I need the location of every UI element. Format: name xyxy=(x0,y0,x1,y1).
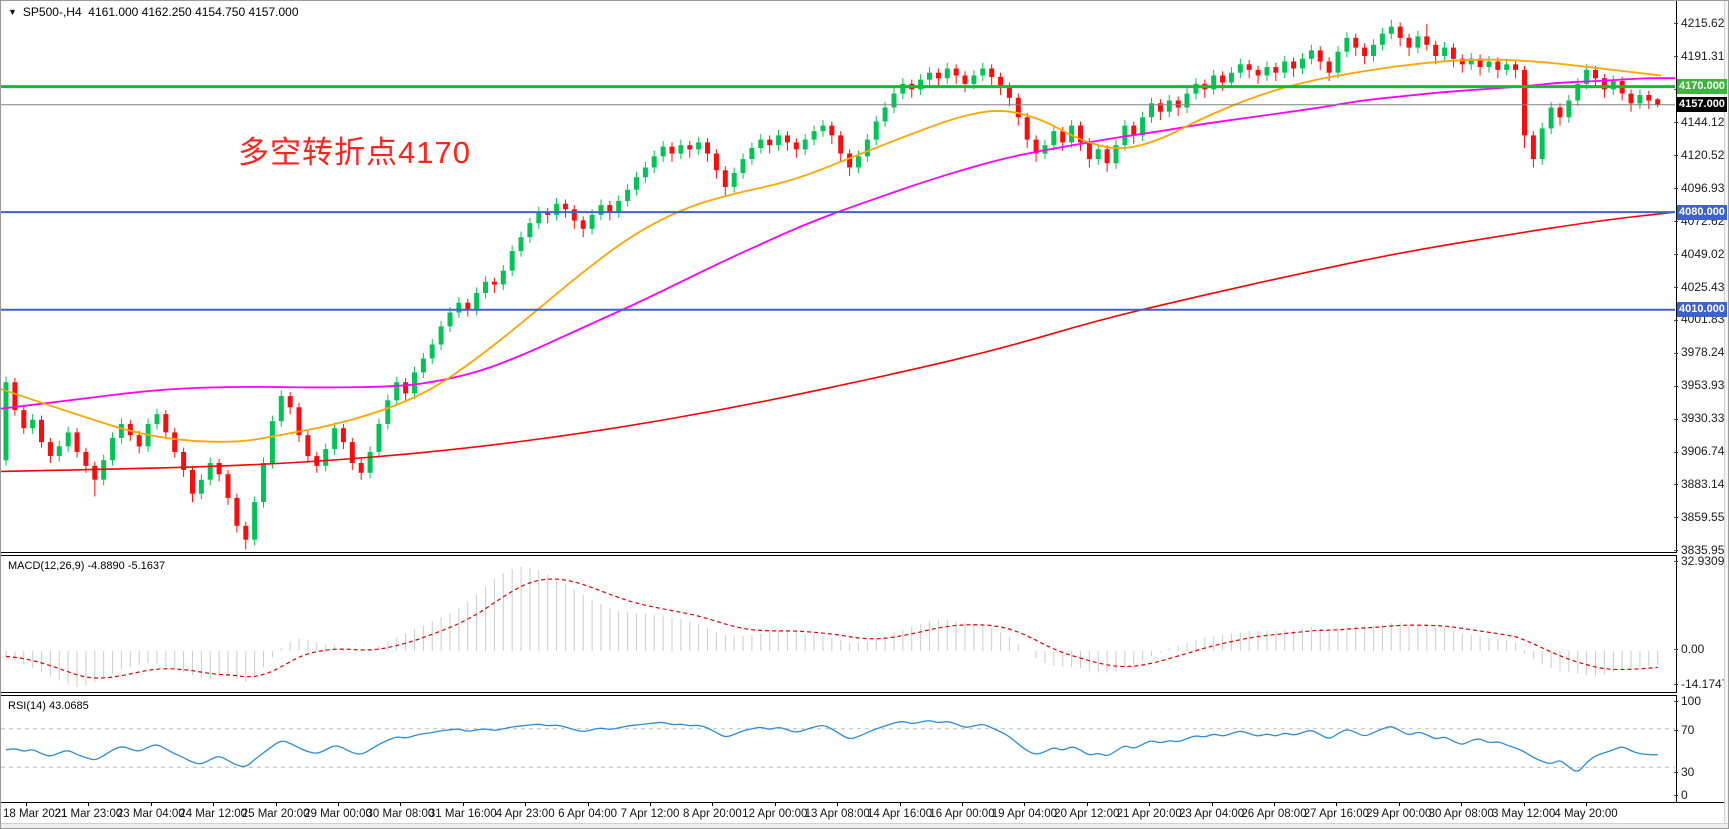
time-label: 7 Apr 12:00 xyxy=(620,808,680,820)
price-tick-label: 4191.310 xyxy=(1674,49,1728,63)
price-tick-label: 3978.240 xyxy=(1674,345,1728,359)
symbol-label: SP500-,H4 xyxy=(22,5,82,19)
time-label: 30 Apr 08:00 xyxy=(1428,808,1494,820)
time-label: 26 Apr 08:00 xyxy=(1241,808,1307,820)
time-tick xyxy=(1586,803,1587,806)
price-badge-4010: 4010.000 xyxy=(1677,302,1727,318)
time-label: 27 Apr 16:00 xyxy=(1303,808,1370,820)
time-label: 23 Mar 04:00 xyxy=(116,808,185,820)
price-tick-label: 4096.930 xyxy=(1674,181,1728,195)
time-label: 23 Apr 04:00 xyxy=(1178,808,1245,820)
bottom-scroll-area[interactable] xyxy=(1,823,1728,828)
time-label: 18 Mar 2021 xyxy=(3,808,68,820)
price-tick-label: 4215.620 xyxy=(1674,16,1728,30)
time-axis[interactable]: 18 Mar 2021 21 Mar 23:00 23 Mar 04:00 24 Ma… xyxy=(1,802,1728,824)
macd-label: MACD(12,26,9) -4.8890 -5.1637 xyxy=(8,560,166,572)
time-label: 29 Mar 00:00 xyxy=(304,808,372,820)
rsi-tick-label: 30 xyxy=(1674,765,1694,779)
time-tick xyxy=(275,803,277,806)
time-tick xyxy=(1274,803,1275,806)
price-badge-4170: 4170.000 xyxy=(1677,79,1727,95)
rsi-canvas[interactable] xyxy=(1,696,1675,802)
rsi-panel: RSI(14) 43.0685 xyxy=(1,695,1677,803)
price-tick-label: 4025.430 xyxy=(1674,280,1728,294)
price-tick-label: 3930.335 xyxy=(1674,411,1728,425)
ohlc-values: 4161.000 4162.250 4154.750 4157.000 xyxy=(88,5,299,19)
time-tick xyxy=(712,803,714,806)
right-window-edge xyxy=(1724,1,1728,823)
time-label: 4 Apr 23:00 xyxy=(495,808,555,820)
macd-tick-label: 32.9309 xyxy=(1674,554,1724,568)
time-tick xyxy=(899,803,901,806)
macd-tick-label: -14.1747 xyxy=(1674,677,1728,691)
time-tick xyxy=(338,803,339,806)
price-tick-label: 3906.740 xyxy=(1674,444,1728,458)
time-label: 19 Apr 04:00 xyxy=(991,808,1058,820)
price-tick-label: 3953.930 xyxy=(1674,378,1728,392)
time-tick xyxy=(587,803,589,806)
time-tick xyxy=(1461,803,1463,806)
time-label: 29 Apr 00:00 xyxy=(1366,808,1432,820)
rsi-tick-label: 0 xyxy=(1674,788,1688,802)
macd-panel: MACD(12,26,9) -4.8890 -5.1637 xyxy=(1,555,1677,693)
price-tick-label: 4120.525 xyxy=(1674,148,1728,162)
time-tick xyxy=(1336,803,1338,806)
time-tick xyxy=(650,803,651,806)
time-label: 30 Mar 08:00 xyxy=(366,808,435,820)
time-label: 21 Mar 23:00 xyxy=(54,808,123,820)
time-tick xyxy=(213,803,215,806)
time-label: 8 Apr 20:00 xyxy=(682,808,742,820)
time-label: 6 Apr 04:00 xyxy=(558,808,618,820)
price-badge-4157: 4157.000 xyxy=(1677,97,1727,113)
time-label: 14 Apr 16:00 xyxy=(866,808,933,820)
time-label: 24 Mar 12:00 xyxy=(179,808,248,820)
time-label: 31 Mar 16:00 xyxy=(428,808,497,820)
price-badge-4080: 4080.000 xyxy=(1677,204,1727,220)
time-tick xyxy=(462,803,464,806)
time-tick xyxy=(1149,803,1151,806)
macd-tick-label: 0.00 xyxy=(1674,642,1704,656)
time-tick xyxy=(774,803,776,806)
time-tick xyxy=(1523,803,1525,806)
time-label: 21 Apr 20:00 xyxy=(1116,808,1182,820)
time-tick xyxy=(400,803,402,806)
time-label: 16 Apr 00:00 xyxy=(929,808,995,820)
price-tick-label: 3835.955 xyxy=(1674,543,1728,557)
time-tick xyxy=(1086,803,1088,806)
symbol-dropdown-icon[interactable]: ▼ xyxy=(8,7,17,17)
price-tick-label: 3883.145 xyxy=(1674,477,1728,491)
time-label: 12 Apr 00:00 xyxy=(742,808,808,820)
chart-title: ▼ SP500-,H4 4161.000 4162.250 4154.750 41… xyxy=(8,5,299,19)
time-tick xyxy=(837,803,839,806)
time-label: 20 Apr 12:00 xyxy=(1054,808,1120,820)
time-tick xyxy=(525,803,527,806)
time-label: 3 May 12:00 xyxy=(1491,808,1556,820)
time-tick xyxy=(1211,803,1213,806)
time-tick xyxy=(1024,803,1026,806)
time-tick xyxy=(962,803,963,806)
main-chart-panel: ▼ SP500-,H4 4161.000 4162.250 4154.750 41… xyxy=(1,1,1677,553)
time-tick xyxy=(150,803,152,806)
price-tick-label: 4144.120 xyxy=(1674,115,1728,129)
rsi-label: RSI(14) 43.0685 xyxy=(8,700,89,712)
price-tick-label: 4049.025 xyxy=(1674,247,1728,261)
trend-annotation: 多空转折点4170 xyxy=(238,135,471,170)
macd-canvas[interactable] xyxy=(1,556,1675,692)
time-label: 4 May 20:00 xyxy=(1554,808,1618,820)
time-tick xyxy=(26,803,27,806)
time-tick xyxy=(88,803,90,806)
time-tick xyxy=(1398,803,1400,806)
rsi-tick-label: 100 xyxy=(1674,694,1701,708)
time-label: 25 Mar 20:00 xyxy=(241,808,310,820)
price-tick-label: 3859.550 xyxy=(1674,510,1728,524)
time-label: 13 Apr 08:00 xyxy=(804,808,870,820)
rsi-tick-label: 70 xyxy=(1674,723,1694,737)
main-chart-canvas[interactable] xyxy=(1,1,1675,552)
